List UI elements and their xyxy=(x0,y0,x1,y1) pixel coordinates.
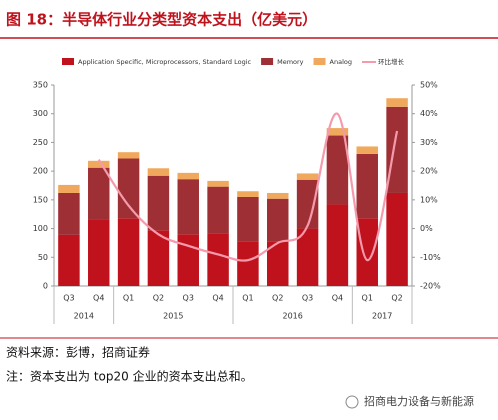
legend-label: 环比增长 xyxy=(378,57,405,66)
x-tick-label: Q3 xyxy=(302,294,313,303)
bar-segment xyxy=(356,153,378,219)
x-tick-label: Q3 xyxy=(183,294,194,303)
y-tick-label: 200 xyxy=(33,167,48,176)
bar-segment xyxy=(386,98,408,107)
y2-tick-label: 20% xyxy=(420,167,438,176)
x-group-label: 2016 xyxy=(282,312,302,321)
x-group-label: 2015 xyxy=(163,312,183,321)
bar-segment xyxy=(356,146,378,154)
y-tick-label: 350 xyxy=(33,81,48,90)
bar-segment xyxy=(237,196,259,242)
bar-segment xyxy=(58,192,80,235)
y2-tick-label: 10% xyxy=(420,195,438,204)
bar-segment xyxy=(88,167,110,220)
source: 资料来源：彭博，招商证券 xyxy=(6,345,150,360)
bar-segment xyxy=(117,152,140,159)
x-group-label: 2017 xyxy=(372,312,392,321)
bar-segment xyxy=(147,175,170,231)
bar-segment xyxy=(117,158,140,219)
y-tick-label: 100 xyxy=(33,224,48,233)
legend-label: Application Specific, Microprocessors, S… xyxy=(78,58,252,66)
bar-segment xyxy=(356,218,378,286)
bar-segment xyxy=(177,234,199,286)
bar-segment xyxy=(88,160,110,168)
x-tick-label: Q1 xyxy=(123,294,134,303)
x-tick-label: Q1 xyxy=(242,294,253,303)
bar-segment xyxy=(296,179,319,229)
legend-label: Memory xyxy=(277,58,304,66)
bar-segment xyxy=(207,233,229,286)
bar-segment xyxy=(386,192,408,286)
bar-segment xyxy=(177,179,199,235)
watermark-icon xyxy=(345,395,359,409)
bar-segment xyxy=(88,219,110,286)
bar-segment xyxy=(326,204,349,286)
legend-swatch xyxy=(313,58,326,65)
bar-segment xyxy=(117,218,140,286)
y-tick-label: 300 xyxy=(33,109,48,118)
bar-segment xyxy=(267,192,289,199)
note: 注：资本支出为 top20 企业的资本支出总和。 xyxy=(6,369,253,384)
bar-segment xyxy=(177,172,199,180)
bar-segment xyxy=(267,198,289,242)
bar-segment xyxy=(326,135,349,205)
bar-segment xyxy=(296,173,319,180)
y2-tick-label: -20% xyxy=(420,282,441,291)
x-tick-label: Q4 xyxy=(93,294,104,303)
chart-title: 图 18：半导体行业分类型资本支出（亿美元） xyxy=(6,11,317,29)
y-tick-label: 150 xyxy=(33,195,48,204)
x-tick-label: Q4 xyxy=(332,294,343,303)
y2-tick-label: -10% xyxy=(420,253,441,262)
bar-segment xyxy=(207,186,229,234)
x-tick-label: Q2 xyxy=(153,294,164,303)
y-tick-label: 250 xyxy=(33,138,48,147)
bar-segment xyxy=(237,191,259,197)
bar-segment xyxy=(207,180,229,187)
x-tick-label: Q1 xyxy=(362,294,373,303)
y-tick-label: 50 xyxy=(38,253,48,262)
bar-segment xyxy=(326,128,349,136)
x-tick-label: Q3 xyxy=(63,294,74,303)
growth-line xyxy=(97,112,399,262)
y2-tick-label: 0% xyxy=(420,224,433,233)
y2-tick-label: 30% xyxy=(420,138,438,147)
x-tick-label: Q2 xyxy=(272,294,283,303)
y2-tick-label: 40% xyxy=(420,109,438,118)
y-tick-label: 0 xyxy=(43,282,48,291)
legend-label: Analog xyxy=(330,58,352,66)
bar-segment xyxy=(386,106,408,193)
bar-segment xyxy=(147,168,170,176)
bar-segment xyxy=(147,230,170,286)
legend-swatch xyxy=(261,58,274,65)
bar-segment xyxy=(237,241,259,286)
y2-tick-label: 50% xyxy=(420,81,438,90)
watermark: 招商电力设备与新能源 xyxy=(364,394,474,408)
bar-segment xyxy=(296,228,319,286)
x-tick-label: Q4 xyxy=(212,294,223,303)
bar-segment xyxy=(58,184,80,193)
bar-segment xyxy=(267,241,289,286)
bar-segment xyxy=(58,234,80,286)
legend-swatch xyxy=(62,58,74,65)
x-tick-label: Q2 xyxy=(391,294,402,303)
x-group-label: 2014 xyxy=(74,312,94,321)
